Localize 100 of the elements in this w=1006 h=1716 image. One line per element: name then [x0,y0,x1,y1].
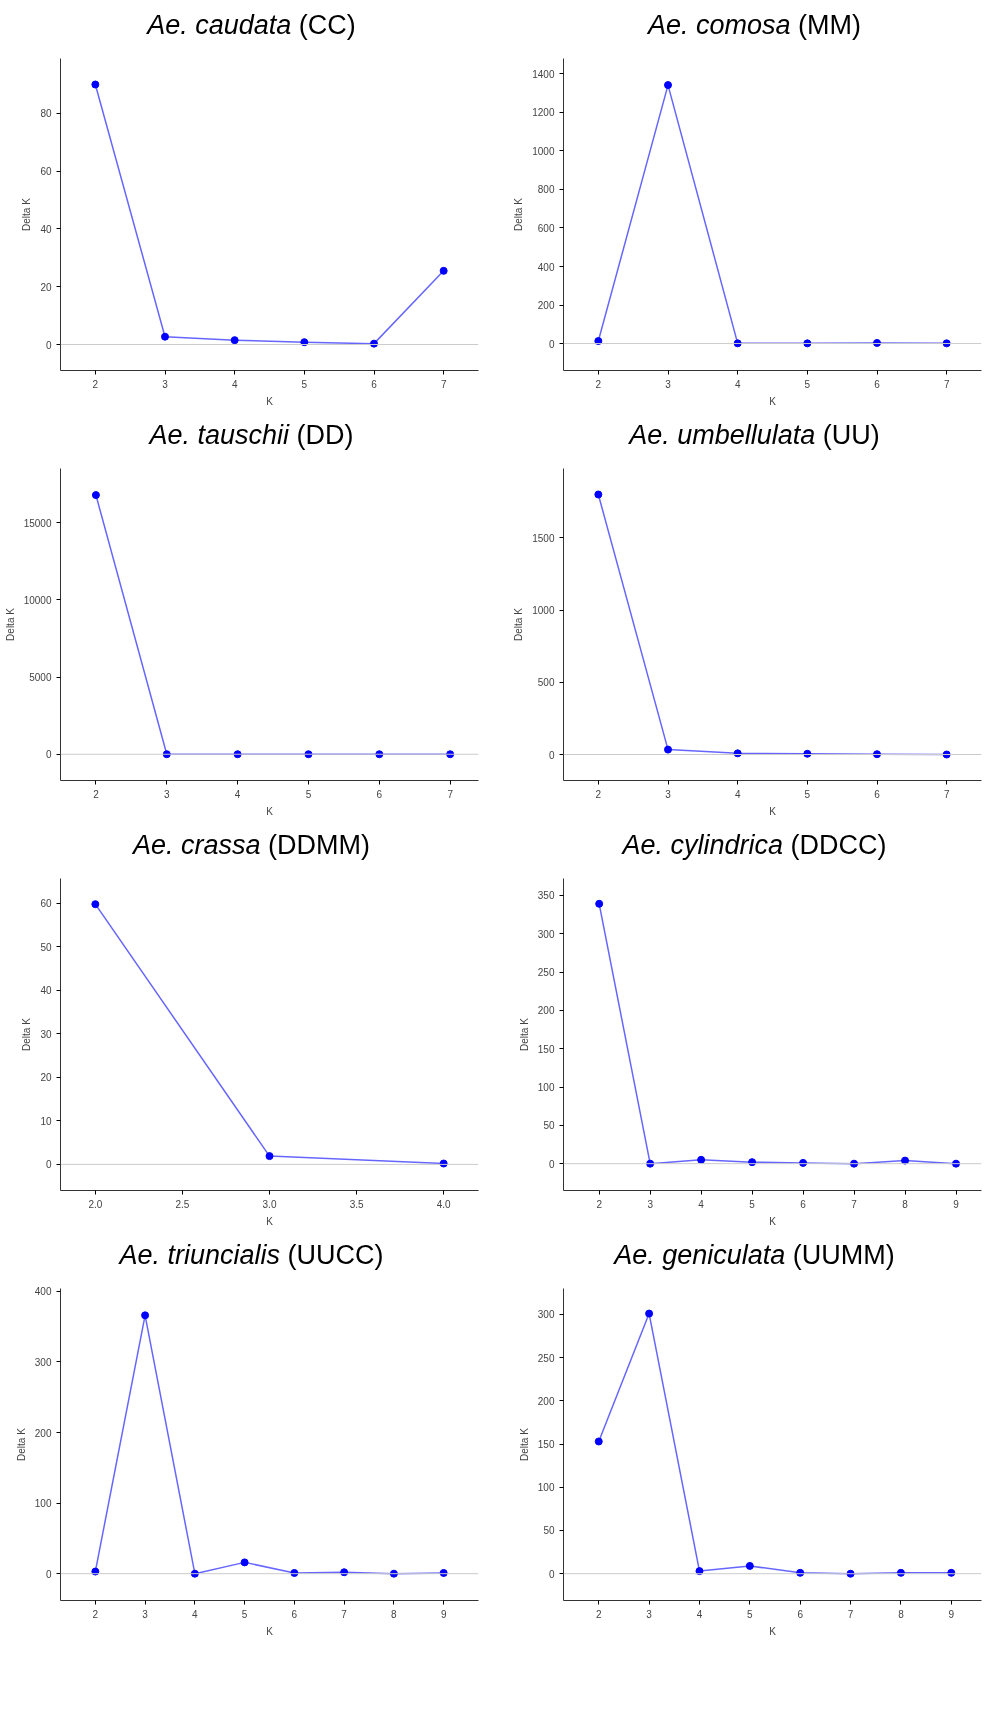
x-tick-label: 5 [804,788,811,800]
point [91,80,100,89]
x-tick-label: 3 [665,378,672,390]
x-tick-label: 4.0 [436,1198,452,1210]
x-tick-label: 8 [391,1608,398,1620]
x-tick-label: 2 [93,788,100,800]
x-tick-label: 5 [301,378,308,390]
y-tick-label: 0 [45,1159,52,1171]
x-axis-title: K [266,805,274,817]
y-tick-label: 0 [45,339,52,351]
x-tick-label: 4 [192,1608,199,1620]
x-tick-label: 3 [162,378,169,390]
y-tick-label: 40 [40,985,52,997]
x-tick-label: 5 [804,378,811,390]
point [594,1437,603,1446]
x-tick-label: 3 [647,1198,654,1210]
y-tick-label: 30 [40,1028,52,1040]
x-axis-title: K [769,1215,777,1227]
x-tick-label: 4 [234,788,241,800]
x-tick-label: 4 [231,378,238,390]
x-tick-label: 5 [305,788,312,800]
y-tick-label: 60 [40,166,52,178]
point [595,899,604,908]
point [230,336,239,345]
y-tick-label: 500 [537,677,555,689]
y-tick-label: 80 [40,108,52,120]
y-tick-label: 15000 [23,517,52,529]
x-tick-label: 6 [371,378,378,390]
x-tick-label: 5 [241,1608,248,1620]
point [645,1309,654,1318]
x-tick-label: 6 [376,788,383,800]
y-tick-label: 20 [40,281,52,293]
chart-title: Ae. umbellulata (UU) [629,419,880,452]
y-axis-title: Delta K [15,1427,27,1461]
x-tick-label: 7 [447,788,454,800]
x-tick-label: 2 [595,378,602,390]
chart-title: Ae. caudata (CC) [147,9,356,42]
y-tick-label: 200 [537,1005,555,1017]
y-tick-label: 300 [537,928,555,940]
y-axis-title: Delta K [513,197,525,231]
y-tick-label: 0 [45,749,52,761]
chart-title: Ae. triuncialis (UUCC) [119,1239,384,1272]
x-tick-label: 2 [92,1608,99,1620]
chart-title: Ae. comosa (MM) [647,9,862,42]
x-tick-label: 4 [698,1198,705,1210]
y-tick-label: 50 [543,1120,555,1132]
y-tick-label: 50 [543,1525,555,1537]
x-tick-label: 4 [696,1608,703,1620]
x-tick-label: 9 [440,1608,447,1620]
y-axis-title: Delta K [4,607,16,641]
y-tick-label: 0 [548,1158,555,1170]
x-tick-label: 4 [734,788,741,800]
y-axis-title: Delta K [21,1017,33,1051]
point [91,900,100,909]
point [265,1152,274,1161]
x-tick-label: 3 [142,1608,149,1620]
y-tick-label: 1500 [532,532,555,544]
x-axis-title: K [769,395,777,407]
x-tick-label: 8 [898,1608,905,1620]
x-axis-title: K [266,1215,274,1227]
x-tick-label: 2.0 [88,1198,103,1210]
y-tick-label: 0 [548,1568,555,1580]
y-tick-label: 0 [548,338,555,350]
x-tick-label: 3.0 [262,1198,277,1210]
y-tick-label: 150 [537,1043,555,1055]
y-tick-label: 400 [537,261,555,273]
chart-title: Ae. geniculata (UUMM) [614,1239,895,1272]
x-tick-label: 2 [595,1608,602,1620]
x-tick-label: 3 [646,1608,653,1620]
x-tick-label: 5 [747,1608,754,1620]
point [240,1558,249,1567]
x-axis-title: K [266,1625,274,1637]
y-tick-label: 1000 [532,605,555,617]
y-axis-title: Delta K [518,1017,530,1051]
y-tick-label: 20 [40,1072,52,1084]
point [439,266,448,275]
chart-title: Ae. cylindrica (DDCC) [622,829,887,862]
x-tick-label: 7 [341,1608,348,1620]
point [161,332,169,341]
y-tick-label: 300 [537,1309,555,1321]
point [141,1311,150,1320]
chart-title: Ae. tauschii (DD) [149,419,354,452]
y-axis-title: Delta K [513,607,525,641]
y-tick-label: 300 [34,1356,52,1368]
y-tick-label: 100 [537,1082,555,1094]
y-tick-label: 0 [45,1568,52,1580]
y-tick-label: 800 [537,184,555,196]
x-tick-label: 9 [953,1198,960,1210]
x-tick-label: 6 [874,788,881,800]
x-tick-label: 2 [595,788,602,800]
y-tick-label: 60 [40,898,52,910]
y-tick-label: 350 [537,890,555,902]
x-tick-label: 7 [440,378,447,390]
y-tick-label: 10 [40,1115,52,1127]
y-tick-label: 10000 [23,594,52,606]
point [697,1155,706,1164]
x-tick-label: 3 [665,788,672,800]
x-tick-label: 6 [291,1608,298,1620]
point [664,745,672,754]
y-tick-label: 0 [548,749,555,761]
